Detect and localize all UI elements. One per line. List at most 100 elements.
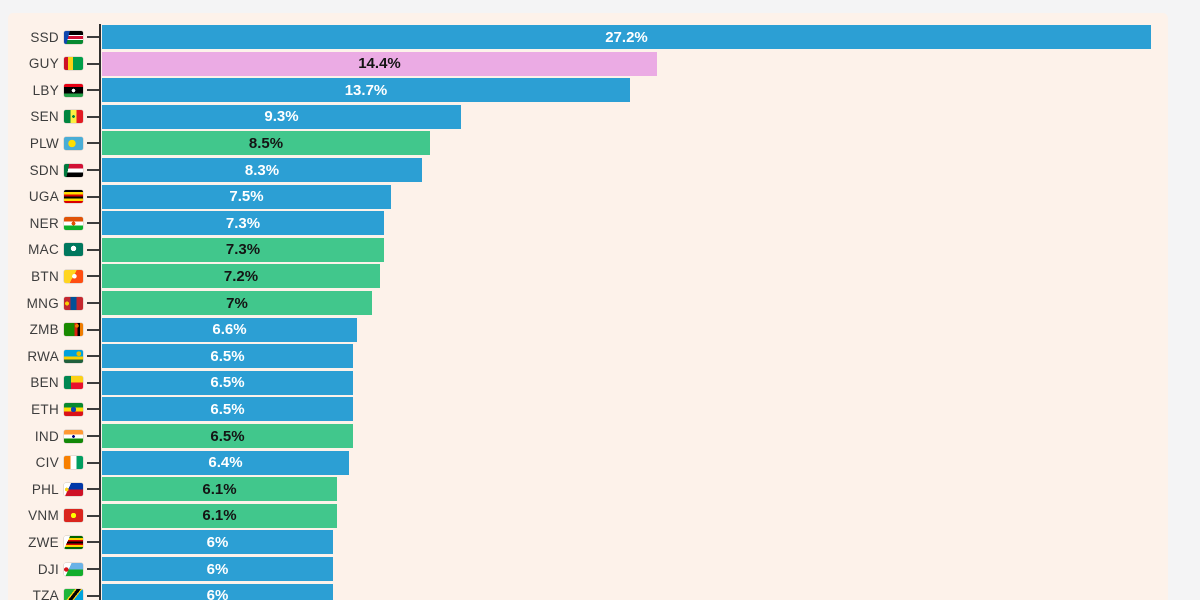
country-code-label: BTN [31,268,59,284]
bar-value-label: 13.7% [344,81,388,99]
chart-panel: SSD 27.2% GUY 14.4% LBY 13.7% SEN 9.3% PLW 8.5% SD… [8,13,1168,600]
bar-row-mac: MAC 7.3% [8,237,1168,262]
bar-value-label: 8.3% [244,161,280,179]
axis-tick [87,461,99,464]
bar-value-label: 14.4% [358,55,401,73]
bar-value-label: 6.5% [210,374,245,392]
flag-zimbabwe-icon [64,535,83,549]
bar-row-ner: NER 7.3% [8,211,1168,236]
axis-tick [87,248,99,251]
country-code-label: RWA [27,348,59,364]
axis-tick [87,36,99,38]
country-code-label: GUY [28,56,59,72]
flag-bhutan-icon [64,269,83,283]
axis-tick [87,355,99,358]
bar-eth[interactable]: 6.5% [102,397,353,422]
bar-row-zmb: ZMB 6.6% [8,317,1168,342]
y-axis-label-ner: NER [8,211,99,235]
bar-value-label: 6.1% [202,507,237,525]
bar-row-lby: LBY 13.7% [8,78,1168,103]
bar-mng[interactable]: 7% [102,291,372,315]
bar-dji[interactable]: 6% [102,557,333,581]
bar-uga[interactable]: 7.5% [102,184,391,209]
flag-rwanda-icon [64,349,83,363]
bar-value-label: 7.5% [229,188,264,206]
bar-vnm[interactable]: 6.1% [102,503,337,528]
y-axis-label-ind: IND [8,424,99,448]
axis-tick [87,541,99,544]
country-code-label: PLW [29,135,59,151]
bar-value-label: 6.6% [212,321,247,339]
flag-macau-icon [64,243,83,257]
y-axis-label-zwe: ZWE [8,530,99,554]
bar-value-label: 6.4% [208,454,243,472]
bar-zmb[interactable]: 6.6% [102,317,357,342]
bar-row-ssd: SSD 27.2% [8,25,1168,49]
bar-ner[interactable]: 7.3% [102,211,384,236]
country-code-label: ZMB [29,322,59,338]
country-code-label: ZWE [28,534,59,550]
bar-civ[interactable]: 6.4% [102,450,349,475]
y-axis-label-eth: ETH [8,397,99,421]
bar-phl[interactable]: 6.1% [102,477,337,502]
axis-tick [87,89,99,92]
bar-value-label: 8.5% [248,134,284,152]
flag-india-icon [64,429,83,443]
bar-value-label: 6.5% [210,347,245,365]
country-code-label: DJI [37,561,59,577]
bar-value-label: 27.2% [605,28,648,46]
axis-tick [87,169,99,171]
bar-sen[interactable]: 9.3% [102,104,461,129]
bar-row-vnm: VNM 6.1% [8,503,1168,528]
bar-lby[interactable]: 13.7% [102,78,630,103]
country-code-label: TZA [32,588,59,600]
y-axis-label-phl: PHL [8,477,99,501]
flag-tanzania-icon [64,589,83,600]
y-axis-label-guy: GUY [8,52,99,76]
bar-sdn[interactable]: 8.3% [102,158,422,182]
bar-ben[interactable]: 6.5% [102,370,353,395]
country-code-label: VNM [28,508,59,524]
axis-tick [87,328,99,331]
y-axis-label-sen: SEN [8,105,99,129]
axis-tick [87,115,99,118]
bar-row-uga: UGA 7.5% [8,184,1168,209]
y-axis-label-mng: MNG [8,291,99,315]
bar-row-civ: CIV 6.4% [8,450,1168,475]
axis-tick [87,408,99,411]
country-code-label: MAC [28,242,59,258]
bar-zwe[interactable]: 6% [102,530,333,555]
bar-row-phl: PHL 6.1% [8,477,1168,502]
bar-row-plw: PLW 8.5% [8,131,1168,156]
bar-value-label: 6% [206,560,229,578]
axis-tick [87,488,99,491]
bar-plw[interactable]: 8.5% [102,131,430,156]
y-axis-label-rwa: RWA [8,344,99,368]
bar-value-label: 9.3% [264,108,299,126]
axis-tick [87,302,99,304]
bar-tza[interactable]: 6% [102,583,333,600]
bar-rwa[interactable]: 6.5% [102,344,353,369]
axis-tick [87,435,99,437]
bar-row-mng: MNG 7% [8,291,1168,315]
axis-tick [87,222,99,225]
flag-cote-divoire-icon [64,456,83,470]
bar-ssd[interactable]: 27.2% [102,25,1151,49]
flag-sudan-icon [64,163,83,177]
y-axis-label-uga: UGA [8,185,99,209]
bar-btn[interactable]: 7.2% [102,264,380,289]
flag-vietnam-icon [64,509,83,523]
bar-ind[interactable]: 6.5% [102,424,353,448]
y-axis-label-zmb: ZMB [8,318,99,342]
bar-guy[interactable]: 14.4% [102,51,657,76]
bar-row-zwe: ZWE 6% [8,530,1168,555]
y-axis-label-tza: TZA [8,584,99,600]
flag-senegal-icon [64,110,83,124]
country-code-label: SSD [30,29,59,45]
bar-mac[interactable]: 7.3% [102,237,384,262]
country-code-label: SDN [29,162,59,178]
axis-tick [87,594,99,597]
y-axis-label-civ: CIV [8,451,99,475]
bar-row-guy: GUY 14.4% [8,51,1168,76]
